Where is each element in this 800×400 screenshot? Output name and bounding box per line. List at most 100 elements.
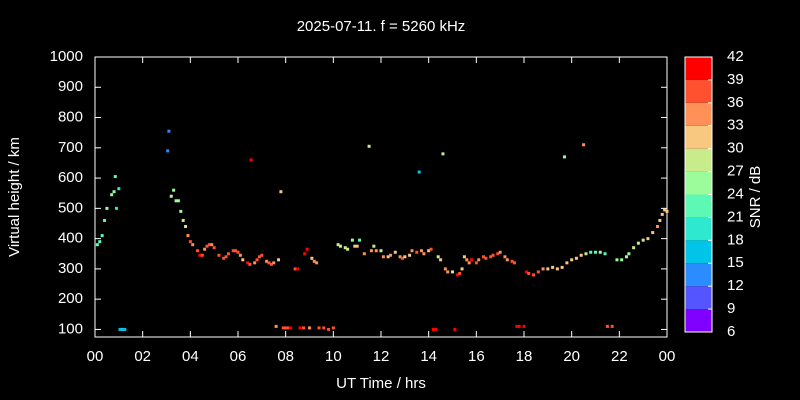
point [484, 256, 488, 260]
colorbar-band [685, 148, 712, 172]
y-tick-label: 600 [58, 169, 83, 186]
point [114, 206, 118, 210]
point [217, 253, 221, 257]
point [477, 258, 481, 262]
point [353, 244, 357, 248]
colorbar-tick-label: 18 [727, 231, 744, 248]
point [112, 190, 116, 194]
point [238, 253, 242, 257]
point [455, 273, 459, 277]
colorbar-band [685, 263, 712, 287]
point [234, 249, 238, 253]
point [372, 244, 376, 248]
point [274, 324, 278, 328]
point [417, 170, 421, 174]
point [434, 327, 438, 331]
point [474, 261, 478, 265]
colorbar-tick-label: 36 [727, 94, 744, 111]
point [646, 237, 650, 241]
chart-title: 2025-07-11. f = 5260 kHz [297, 18, 466, 35]
point [222, 256, 226, 260]
point [123, 327, 127, 331]
point [441, 152, 445, 156]
point [439, 258, 443, 262]
point [443, 267, 447, 271]
x-tick-label: 04 [182, 348, 199, 365]
point [205, 244, 209, 248]
point [374, 249, 378, 253]
colorbar-tick-label: 12 [727, 277, 744, 294]
point [655, 225, 659, 229]
point [512, 261, 516, 265]
point [453, 327, 457, 331]
point [355, 244, 359, 248]
point [236, 250, 240, 254]
x-tick-label: 16 [468, 348, 485, 365]
point [400, 256, 404, 260]
point [246, 261, 250, 265]
point [174, 199, 178, 203]
point [381, 255, 385, 259]
point [120, 327, 124, 331]
point [331, 326, 335, 330]
y-tick-label: 100 [58, 320, 83, 337]
point [641, 238, 645, 242]
point [212, 246, 216, 250]
point [241, 258, 245, 262]
point [481, 255, 485, 259]
point [103, 218, 107, 222]
point [350, 238, 354, 242]
point [620, 258, 624, 262]
point [470, 258, 474, 262]
colorbar-band [685, 57, 712, 80]
point [467, 261, 471, 265]
point [517, 324, 521, 328]
point [565, 261, 569, 265]
point [231, 249, 235, 253]
x-tick-label: 00 [659, 348, 676, 365]
colorbar-tick-label: 30 [727, 140, 744, 157]
colorbar-band [685, 309, 712, 332]
point [281, 326, 285, 330]
point [386, 255, 390, 259]
point [458, 271, 462, 275]
point [265, 259, 269, 263]
point [272, 261, 276, 265]
point [298, 326, 302, 330]
point [186, 234, 190, 238]
y-tick-label: 700 [58, 139, 83, 156]
point [505, 258, 509, 262]
point [117, 187, 121, 191]
x-axis-label: UT Time / hrs [336, 375, 426, 392]
point [503, 255, 507, 259]
x-tick-label: 00 [87, 348, 104, 365]
colorbar-tick-label: 6 [727, 323, 735, 340]
point [288, 326, 292, 330]
colorbar-band [685, 79, 712, 103]
point [113, 175, 117, 179]
point [327, 327, 331, 331]
point [362, 252, 366, 256]
point [255, 258, 259, 262]
point [624, 255, 628, 259]
colorbar-band [685, 102, 712, 126]
point [522, 324, 526, 328]
point [584, 252, 588, 256]
point [515, 324, 519, 328]
y-axis-label: Virtual height / km [6, 137, 23, 257]
point [462, 255, 466, 259]
point [317, 326, 321, 330]
point [427, 249, 431, 253]
colorbar-tick-label: 27 [727, 163, 744, 180]
point [560, 265, 564, 269]
point [95, 243, 99, 247]
point [536, 270, 540, 274]
point [267, 261, 271, 265]
point [110, 193, 114, 197]
point [422, 252, 426, 256]
point [305, 247, 309, 251]
point [303, 252, 307, 256]
point [346, 247, 350, 251]
point [431, 327, 435, 331]
